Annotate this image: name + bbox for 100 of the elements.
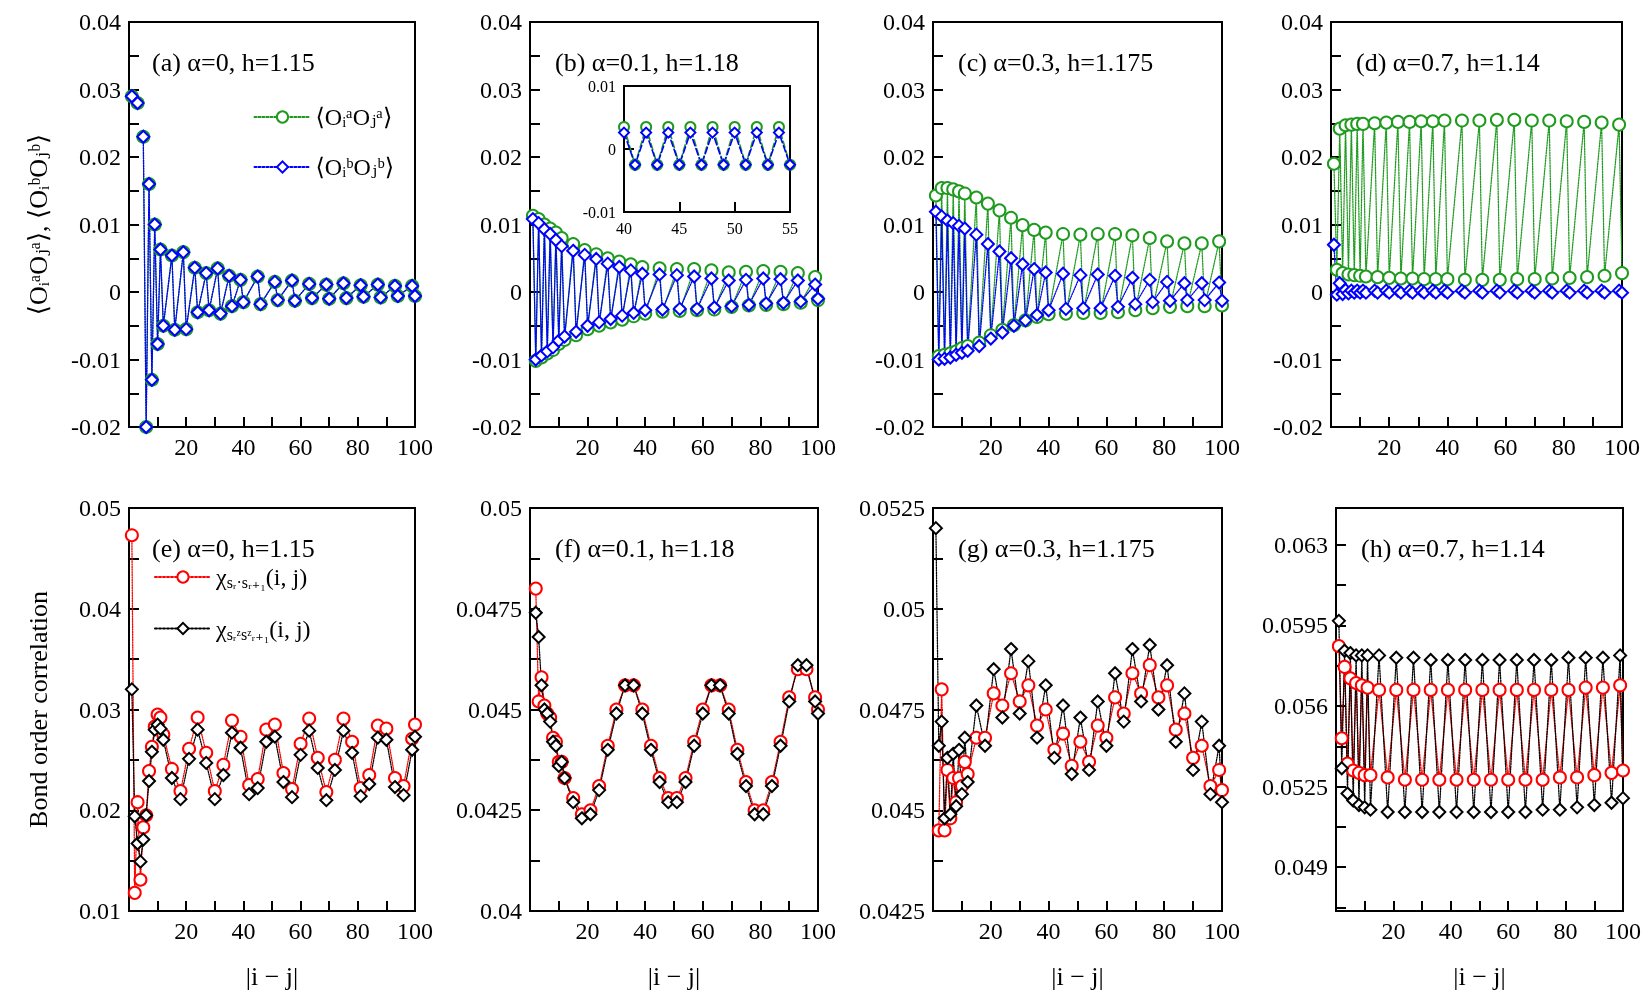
y-tick-label: 0.03 (480, 76, 522, 103)
y-tick-label: 0.04 (1281, 9, 1323, 35)
y-tick-label: 0.05 (480, 495, 522, 521)
x-tick-label: 60 (288, 434, 313, 460)
x-tick-label: 100 (800, 918, 836, 944)
x-tick-label: 100 (800, 434, 836, 460)
x-tick-label: 40 (231, 918, 256, 944)
y-tick-label: -0.02 (1273, 414, 1323, 440)
x-tick-label: 80 (1553, 918, 1578, 944)
x-tick-label: 100 (1204, 918, 1240, 944)
x-tick-label: 100 (1204, 434, 1240, 460)
x-tick-label: 40 (633, 918, 658, 944)
y-tick-label: -0.02 (875, 414, 925, 440)
x-tick-label: 80 (748, 918, 773, 944)
x-tick-label: 55 (782, 219, 798, 237)
y-tick-label: 0.04 (883, 9, 925, 35)
x-tick-label: 60 (690, 434, 715, 460)
y-tick-label: 0.02 (79, 144, 121, 170)
x-tick-label: 100 (397, 918, 433, 944)
y-tick-label: 0.02 (79, 797, 121, 824)
x-tick-label: 80 (1152, 434, 1177, 460)
x-tick-label: 20 (978, 434, 1003, 460)
x-tick-label: 60 (1094, 918, 1119, 944)
x-tick-label: 40 (616, 219, 632, 237)
y-tick-label: 0.03 (1281, 76, 1323, 103)
y-tick-label: 0.01 (588, 77, 616, 95)
x-axis-title: |i − j| (647, 961, 701, 991)
y-tick-label: -0.01 (582, 203, 616, 221)
x-tick-label: 20 (1381, 918, 1406, 944)
x-tick-label: 20 (575, 434, 600, 460)
y-tick-label: 0.01 (79, 898, 121, 924)
y-tick-label: 0.04 (79, 9, 121, 35)
y-tick-label: 0.045 (468, 696, 522, 723)
y-tick-label: 0.03 (79, 696, 121, 723)
y-tick-label: -0.02 (71, 414, 121, 440)
text: (h) α=0.7, h=1.14 (1361, 533, 1545, 563)
x-tick-label: 80 (345, 434, 370, 460)
x-tick-label: 20 (1377, 434, 1402, 460)
x-tick-label: 40 (633, 434, 658, 460)
x-axis-title: |i − j| (1051, 961, 1104, 991)
y-axis-title: Bond order correlation (23, 591, 53, 828)
y-tick-label: 0 (608, 140, 616, 158)
y-tick-label: 0.02 (883, 144, 925, 170)
x-tick-label: 80 (1551, 434, 1576, 460)
y-tick-label: -0.02 (472, 414, 522, 440)
x-tick-label: 45 (671, 219, 688, 237)
x-tick-label: 40 (1438, 918, 1463, 944)
y-tick-label: -0.01 (875, 346, 925, 373)
y-tick-label: 0.0525 (859, 495, 925, 521)
y-axis-title: ⟨OᵢᵃOⱼᵃ⟩, ⟨OᵢᵇOⱼᵇ⟩ (23, 133, 53, 316)
y-tick-label: 0.01 (480, 211, 522, 238)
y-tick-label: 0.056 (1274, 693, 1328, 720)
y-tick-label: -0.01 (1273, 346, 1323, 373)
x-tick-label: 60 (288, 918, 313, 944)
y-tick-label: 0.04 (480, 9, 522, 35)
text: (c) α=0.3, h=1.175 (958, 47, 1154, 77)
x-tick-label: 20 (575, 918, 600, 944)
y-tick-label: 0.0475 (859, 696, 925, 723)
x-tick-label: 40 (1036, 918, 1061, 944)
x-tick-label: 60 (1496, 918, 1521, 944)
x-tick-label: 20 (174, 434, 199, 460)
y-tick-label: 0.04 (480, 898, 522, 924)
y-tick-label: 0 (510, 279, 522, 305)
y-tick-label: 0.03 (883, 76, 925, 103)
text: (e) α=0, h=1.15 (152, 533, 315, 563)
x-tick-label: 60 (1094, 434, 1119, 460)
y-tick-label: 0.01 (79, 211, 121, 238)
y-tick-label: 0.0425 (859, 898, 925, 924)
x-axis-title: |i − j| (1453, 961, 1506, 991)
y-tick-label: -0.01 (71, 346, 121, 373)
legend-label: ⟨OᵢᵇOⱼᵇ⟩ (315, 154, 394, 180)
x-tick-label: 40 (231, 434, 256, 460)
legend-label: ⟨OᵢᵃOⱼᵃ⟩ (315, 104, 393, 130)
x-tick-label: 20 (978, 918, 1003, 944)
y-tick-label: 0.05 (79, 495, 121, 521)
y-tick-label: 0 (913, 279, 925, 305)
y-tick-label: 0.0475 (456, 595, 522, 622)
x-tick-label: 100 (1604, 434, 1640, 460)
text: (d) α=0.7, h=1.14 (1356, 47, 1540, 77)
x-tick-label: 40 (1435, 434, 1460, 460)
text: (f) α=0.1, h=1.18 (555, 533, 735, 563)
x-axis-title: |i − j| (245, 961, 299, 991)
x-tick-label: 20 (174, 918, 199, 944)
y-tick-label: 0.02 (1281, 144, 1323, 170)
x-tick-label: 40 (1036, 434, 1061, 460)
y-tick-label: 0.049 (1274, 854, 1328, 881)
y-tick-label: 0.01 (1281, 211, 1323, 238)
y-tick-label: 0.03 (79, 76, 121, 103)
x-tick-label: 60 (690, 918, 715, 944)
x-tick-label: 60 (1493, 434, 1518, 460)
y-tick-label: 0 (1311, 279, 1323, 305)
y-tick-label: 0.01 (883, 211, 925, 238)
y-tick-label: 0.063 (1274, 531, 1328, 558)
x-tick-label: 100 (1605, 918, 1641, 944)
x-tick-label: 80 (345, 918, 370, 944)
y-tick-label: 0.045 (871, 797, 925, 824)
x-tick-label: 80 (1152, 918, 1177, 944)
y-tick-label: 0.0425 (456, 797, 522, 824)
text: (g) α=0.3, h=1.175 (958, 533, 1155, 563)
x-tick-label: 80 (748, 434, 773, 460)
